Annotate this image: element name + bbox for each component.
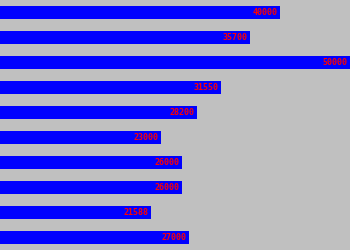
Bar [0, 156, 182, 170]
Bar [0, 6, 280, 20]
Bar [0, 106, 197, 120]
Text: 23000: 23000 [133, 133, 158, 142]
Text: 26000: 26000 [154, 158, 179, 167]
Bar [0, 180, 182, 194]
Bar [0, 206, 151, 220]
Text: 28200: 28200 [170, 108, 195, 117]
Bar [0, 230, 189, 244]
Text: 21588: 21588 [123, 208, 148, 217]
Text: 35700: 35700 [222, 33, 247, 42]
Text: 40000: 40000 [252, 8, 277, 17]
Bar [0, 80, 221, 94]
Text: 50000: 50000 [322, 58, 347, 67]
Text: 26000: 26000 [154, 183, 179, 192]
Bar [0, 130, 161, 144]
Bar [0, 56, 350, 69]
Text: 27000: 27000 [161, 233, 186, 242]
Bar [0, 30, 250, 44]
Text: 31550: 31550 [193, 83, 218, 92]
